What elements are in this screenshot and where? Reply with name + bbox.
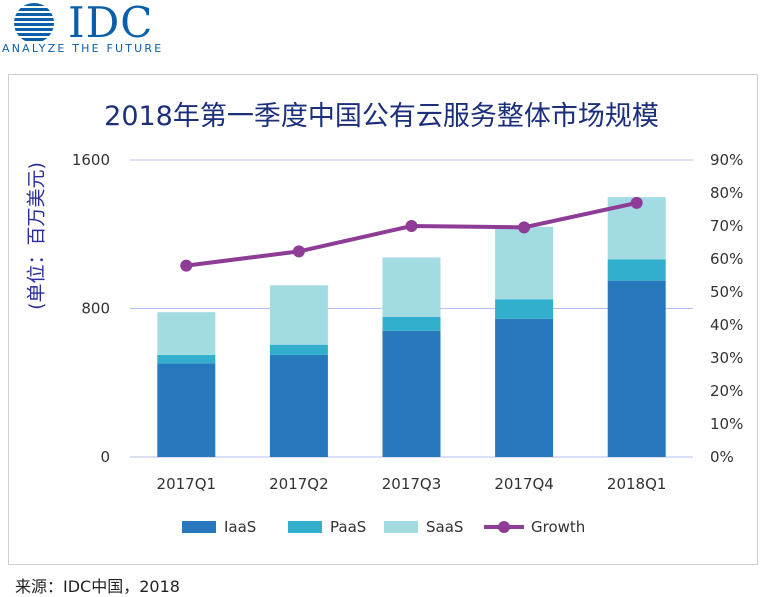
y2-tick-label: 80% bbox=[710, 184, 743, 202]
legend-swatch bbox=[288, 521, 322, 533]
y-tick-label: 800 bbox=[81, 300, 110, 318]
bar-paas bbox=[269, 344, 328, 355]
y-tick-label: 0 bbox=[100, 448, 110, 466]
bar-saas bbox=[157, 312, 216, 355]
x-tick-label: 2017Q2 bbox=[269, 475, 329, 493]
growth-line bbox=[186, 200, 638, 268]
y2-tick-label: 90% bbox=[710, 151, 743, 169]
growth-point bbox=[292, 245, 305, 258]
bar-iaas bbox=[607, 280, 666, 457]
x-tick-label: 2017Q3 bbox=[382, 475, 442, 493]
legend-label: SaaS bbox=[426, 518, 463, 536]
bar-saas bbox=[382, 257, 441, 317]
legend-label: IaaS bbox=[224, 518, 256, 536]
bar-saas bbox=[269, 285, 328, 345]
x-tick-label: 2017Q1 bbox=[157, 475, 217, 493]
bar-iaas bbox=[269, 354, 328, 457]
y2-tick-label: 20% bbox=[710, 382, 743, 400]
y2-tick-label: 10% bbox=[710, 415, 743, 433]
chart-title: 2018年第一季度中国公有云服务整体市场规模 bbox=[104, 101, 659, 132]
x-tick-label: 2017Q4 bbox=[494, 475, 554, 493]
y2-tick-label: 0% bbox=[710, 448, 734, 466]
bar-iaas bbox=[157, 363, 216, 457]
legend-label: PaaS bbox=[330, 518, 366, 536]
logo-tagline: ANALYZE THE FUTURE bbox=[2, 42, 164, 55]
bar-paas bbox=[495, 299, 554, 319]
globe-icon bbox=[14, 3, 54, 41]
y2-tick-label: 30% bbox=[710, 349, 743, 367]
x-tick-label: 2018Q1 bbox=[607, 475, 667, 493]
legend-label: Growth bbox=[531, 518, 585, 536]
growth-point bbox=[180, 259, 193, 272]
source-note: 来源：IDC中国，2018 bbox=[15, 577, 180, 596]
bar-paas bbox=[157, 354, 216, 364]
y2-tick-label: 40% bbox=[710, 316, 743, 334]
legend-swatch bbox=[182, 521, 216, 533]
growth-point bbox=[630, 196, 643, 209]
y2-tick-label: 60% bbox=[710, 250, 743, 268]
y2-tick-label: 50% bbox=[710, 283, 743, 301]
bar-saas bbox=[495, 226, 554, 300]
chart-frame bbox=[8, 74, 758, 565]
y2-tick-label: 70% bbox=[710, 217, 743, 235]
legend-marker bbox=[498, 521, 510, 533]
legend-swatch bbox=[384, 521, 418, 533]
bar-iaas bbox=[495, 318, 554, 457]
growth-point bbox=[518, 221, 531, 234]
bar-paas bbox=[382, 316, 441, 331]
logo-brand: IDC bbox=[68, 0, 154, 47]
growth-point bbox=[405, 220, 418, 232]
bar-paas bbox=[607, 259, 666, 281]
y-tick-label: 1600 bbox=[72, 151, 110, 169]
bar-iaas bbox=[382, 330, 441, 457]
idc-logo: IDC ANALYZE THE FUTURE bbox=[0, 0, 180, 60]
